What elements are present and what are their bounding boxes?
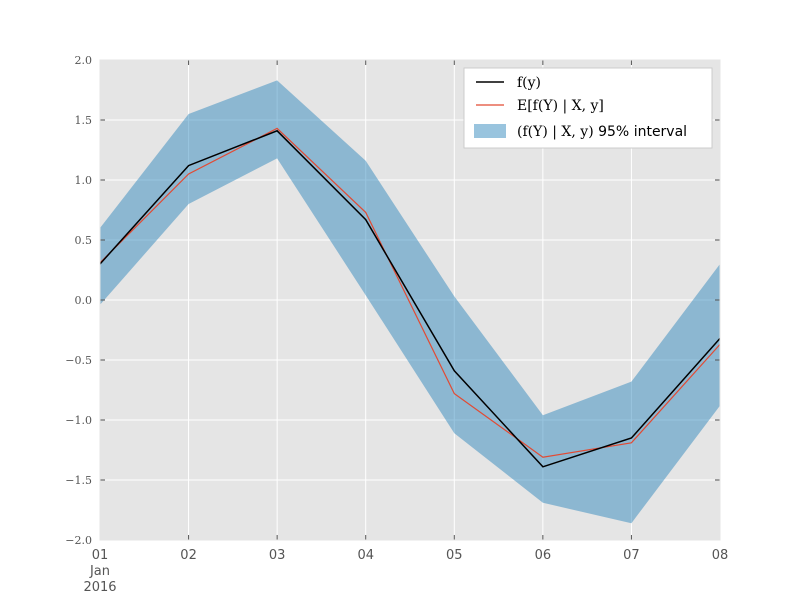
y-tick-label: 0.5 xyxy=(75,234,93,247)
y-tick-label: 0.0 xyxy=(75,294,93,307)
legend: f(y) E[f(Y) | X, y] (f(Y) | X, y) 95% in… xyxy=(463,67,713,149)
legend-swatch-interval xyxy=(474,124,506,138)
legend-label-f-y: f(y) xyxy=(517,75,541,91)
x-tick-label: 08 xyxy=(712,548,729,563)
y-tick-label: −2.0 xyxy=(65,534,92,547)
x-tick-label: 05 xyxy=(446,548,463,563)
y-tick-label: −0.5 xyxy=(65,354,92,367)
legend-label-interval-suffix: 95% interval xyxy=(594,124,687,140)
series-line-0 xyxy=(99,129,721,468)
x-axis: 01 02 03 04 05 06 07 08 xyxy=(92,60,729,563)
series-line-1 xyxy=(99,127,721,458)
y-tick-label: 2.0 xyxy=(75,54,93,67)
y-tick-label: −1.0 xyxy=(65,414,92,427)
plot-frame xyxy=(99,59,721,541)
x-tick-label: 07 xyxy=(623,548,640,563)
series-lines xyxy=(99,127,721,468)
x-tick-label: 04 xyxy=(357,548,374,563)
legend-label-interval: (f(Y) | X, y) 95% interval xyxy=(517,124,687,140)
x-axis-month-label: Jan xyxy=(89,564,110,579)
x-tick-label: 03 xyxy=(269,548,286,563)
x-axis-year-label: 2016 xyxy=(83,580,116,595)
x-tick-label: 06 xyxy=(535,548,552,563)
legend-label-expected: E[f(Y) | X, y] xyxy=(517,98,604,114)
x-tick-label: 01 xyxy=(92,548,109,563)
legend-label-interval-math: (f(Y) | X, y) xyxy=(517,124,594,140)
y-tick-label: 1.0 xyxy=(75,174,93,187)
y-tick-label: −1.5 xyxy=(65,474,92,487)
x-tick-label: 02 xyxy=(180,548,197,563)
y-tick-label: 1.5 xyxy=(75,114,93,127)
